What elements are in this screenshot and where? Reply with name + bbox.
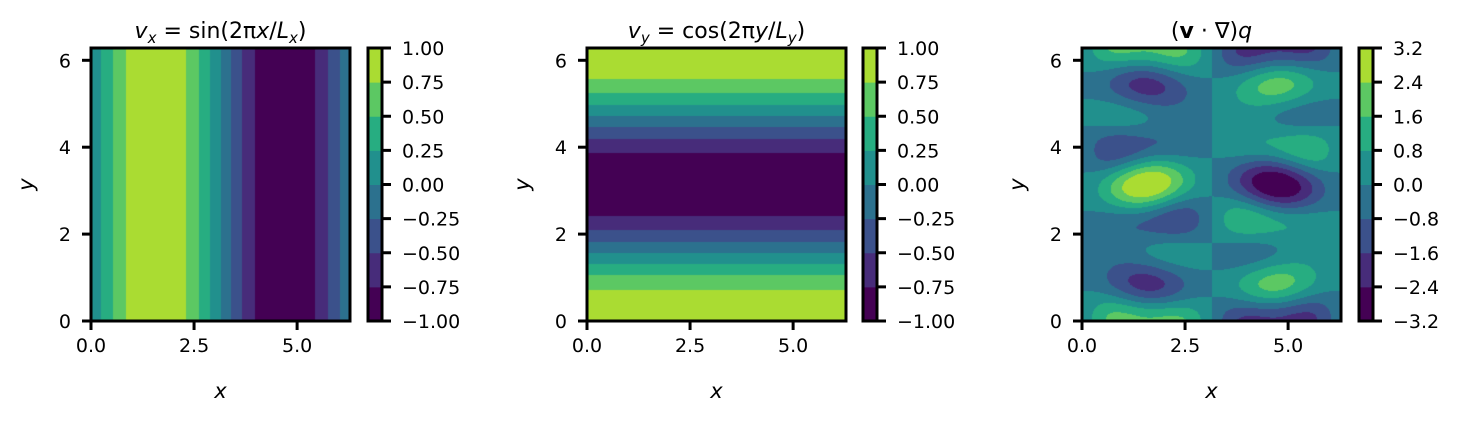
colorbar-tick-label: 1.00 <box>402 38 444 60</box>
colorbar-band <box>1359 252 1373 288</box>
colorbar-tick-label: 0.75 <box>402 72 444 94</box>
colorbar-band <box>368 218 382 254</box>
colorbar-tick-label: 3.2 <box>1393 38 1423 60</box>
y-axis-label: y <box>14 178 38 192</box>
colorbar-band <box>863 150 877 185</box>
colorbar-tick-label: 2.4 <box>1393 72 1423 94</box>
x-tick-label: 2.5 <box>1170 335 1200 357</box>
y-axis-label: y <box>1005 178 1029 192</box>
colorbar-tick-label: 1.00 <box>897 38 939 60</box>
colorbar-tick-label: −2.4 <box>1393 277 1439 299</box>
colorbar-band <box>368 150 382 185</box>
contour-field <box>91 48 350 321</box>
y-tick-label: 2 <box>555 224 567 246</box>
colorbar-band <box>863 184 877 220</box>
colorbar-band <box>863 116 877 151</box>
colorbar-band <box>863 252 877 288</box>
x-tick-label: 0.0 <box>1067 335 1097 357</box>
colorbar-band <box>1359 116 1373 151</box>
chart-panel-2: vy = cos(2πy/Ly) 0.0 2.5 5.0 0 2 4 6 x y 1.00 0.75 0… <box>510 19 955 403</box>
colorbar-tick-label: 1.6 <box>1393 106 1423 128</box>
y-tick-label: 0 <box>1050 311 1062 333</box>
colorbar-tick-label: 0.0 <box>1393 175 1423 197</box>
colorbar-band <box>1359 82 1373 117</box>
colorbar-band <box>863 48 877 83</box>
colorbar-tick-label: −0.25 <box>897 209 955 231</box>
x-tick-label: 0.0 <box>572 335 602 357</box>
x-axis-label: x <box>1204 379 1218 403</box>
colorbar-band <box>1359 286 1373 322</box>
x-tick-label: 5.0 <box>778 335 808 357</box>
colorbar-tick-label: 0.00 <box>402 175 444 197</box>
colorbar-tick-label: −0.75 <box>402 277 460 299</box>
x-tick-label: 2.5 <box>675 335 705 357</box>
colorbar-tick-label: 0.75 <box>897 72 939 94</box>
contour-field <box>587 48 846 321</box>
colorbar-band <box>368 286 382 322</box>
colorbar-band <box>368 184 382 220</box>
axes-frame <box>89 46 352 323</box>
colorbar-band <box>863 218 877 254</box>
y-tick-label: 0 <box>59 311 71 333</box>
colorbar-tick-label: −1.6 <box>1393 243 1439 265</box>
colorbar: 1.00 0.75 0.50 0.25 0.00 −0.25 −0.50 −0.75 −1.00 <box>861 38 955 333</box>
x-axis-label: x <box>709 379 723 403</box>
colorbar-tick-label: −0.25 <box>402 209 460 231</box>
colorbar-band <box>368 48 382 83</box>
x-tick-label: 5.0 <box>282 335 312 357</box>
colorbar-tick-label: −0.8 <box>1393 209 1439 231</box>
colorbar-band <box>863 82 877 117</box>
x-tick-label: 5.0 <box>1273 335 1303 357</box>
colorbar-tick-label: −1.00 <box>402 311 460 333</box>
y-tick-label: 4 <box>59 137 71 159</box>
colorbar-band <box>1359 48 1373 83</box>
chart-panel-3: (v · ∇)q 0.0 2.5 5.0 0 2 4 6 x y 3.2 2.4 1.6 0.8 0.0 −0… <box>1005 19 1439 403</box>
axes-frame <box>585 46 848 323</box>
colorbar-band <box>368 116 382 151</box>
x-tick-label: 2.5 <box>179 335 209 357</box>
y-tick-label: 6 <box>1050 50 1062 72</box>
colorbar-band <box>1359 184 1373 220</box>
colorbar-tick-label: −3.2 <box>1393 311 1439 333</box>
chart-title: vx = sin(2πx/Lx) <box>135 19 307 47</box>
y-tick-label: 2 <box>59 224 71 246</box>
colorbar-band <box>1359 150 1373 185</box>
y-tick-label: 4 <box>1050 137 1062 159</box>
colorbar-band <box>368 252 382 288</box>
y-tick-label: 6 <box>555 50 567 72</box>
colorbar-tick-label: 0.00 <box>897 175 939 197</box>
chart-title: (v · ∇)q <box>1171 19 1252 44</box>
colorbar-tick-label: −1.00 <box>897 311 955 333</box>
chart-panel-1: vx = sin(2πx/Lx) 0.0 2.5 5.0 0 2 4 6 x y 1.00 0.75 0… <box>14 19 460 403</box>
y-tick-label: 0 <box>555 311 567 333</box>
x-tick-label: 0.0 <box>76 335 106 357</box>
y-axis-label: y <box>510 178 534 192</box>
contour-field <box>1082 48 1341 321</box>
y-tick-label: 6 <box>59 50 71 72</box>
colorbar-tick-label: −0.75 <box>897 277 955 299</box>
y-tick-label: 2 <box>1050 224 1062 246</box>
y-tick-label: 4 <box>555 137 567 159</box>
colorbar-tick-label: 0.50 <box>402 106 444 128</box>
chart-title: vy = cos(2πy/Ly) <box>628 19 805 47</box>
x-axis-label: x <box>213 379 227 403</box>
colorbar: 3.2 2.4 1.6 0.8 0.0 −0.8 −1.6 −2.4 −3.2 <box>1357 38 1439 333</box>
colorbar-band <box>368 82 382 117</box>
colorbar-band <box>1359 218 1373 254</box>
colorbar-tick-label: 0.8 <box>1393 140 1423 162</box>
axes-frame <box>1080 46 1343 323</box>
colorbar-tick-label: 0.25 <box>897 140 939 162</box>
colorbar-tick-label: 0.50 <box>897 106 939 128</box>
colorbar-tick-label: −0.50 <box>402 243 460 265</box>
colorbar: 1.00 0.75 0.50 0.25 0.00 −0.25 −0.50 −0.75 −1.00 <box>366 38 460 333</box>
colorbar-tick-label: 0.25 <box>402 140 444 162</box>
colorbar-band <box>863 286 877 322</box>
colorbar-tick-label: −0.50 <box>897 243 955 265</box>
